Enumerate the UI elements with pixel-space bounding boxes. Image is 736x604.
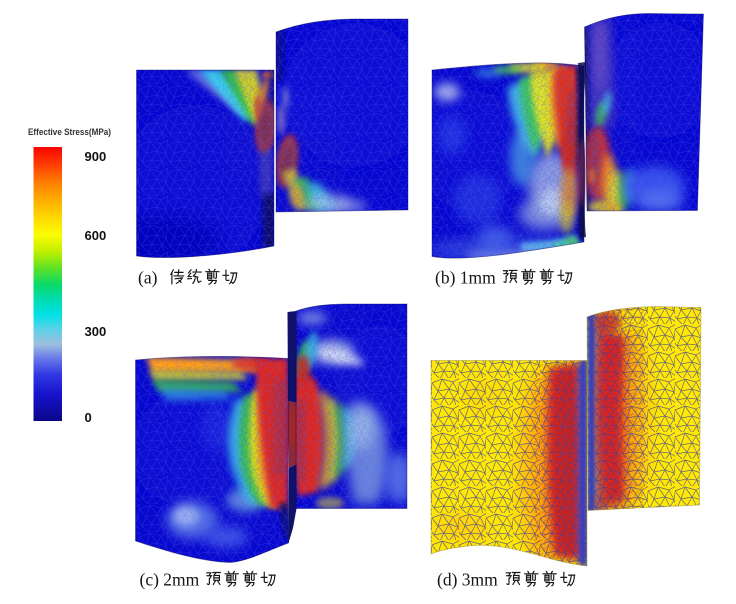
svg-text:(c) 2mm: (c) 2mm [140,570,200,590]
svg-text:300: 300 [85,324,107,339]
svg-text:900: 900 [85,149,107,164]
svg-text:(d) 3mm: (d) 3mm [437,570,498,590]
svg-text:Effective Stress(MPa): Effective Stress(MPa) [28,127,111,137]
svg-text:0: 0 [85,410,92,425]
svg-text:600: 600 [85,228,107,243]
svg-text:(b) 1mm: (b) 1mm [435,268,496,288]
svg-text:(a): (a) [138,268,158,288]
